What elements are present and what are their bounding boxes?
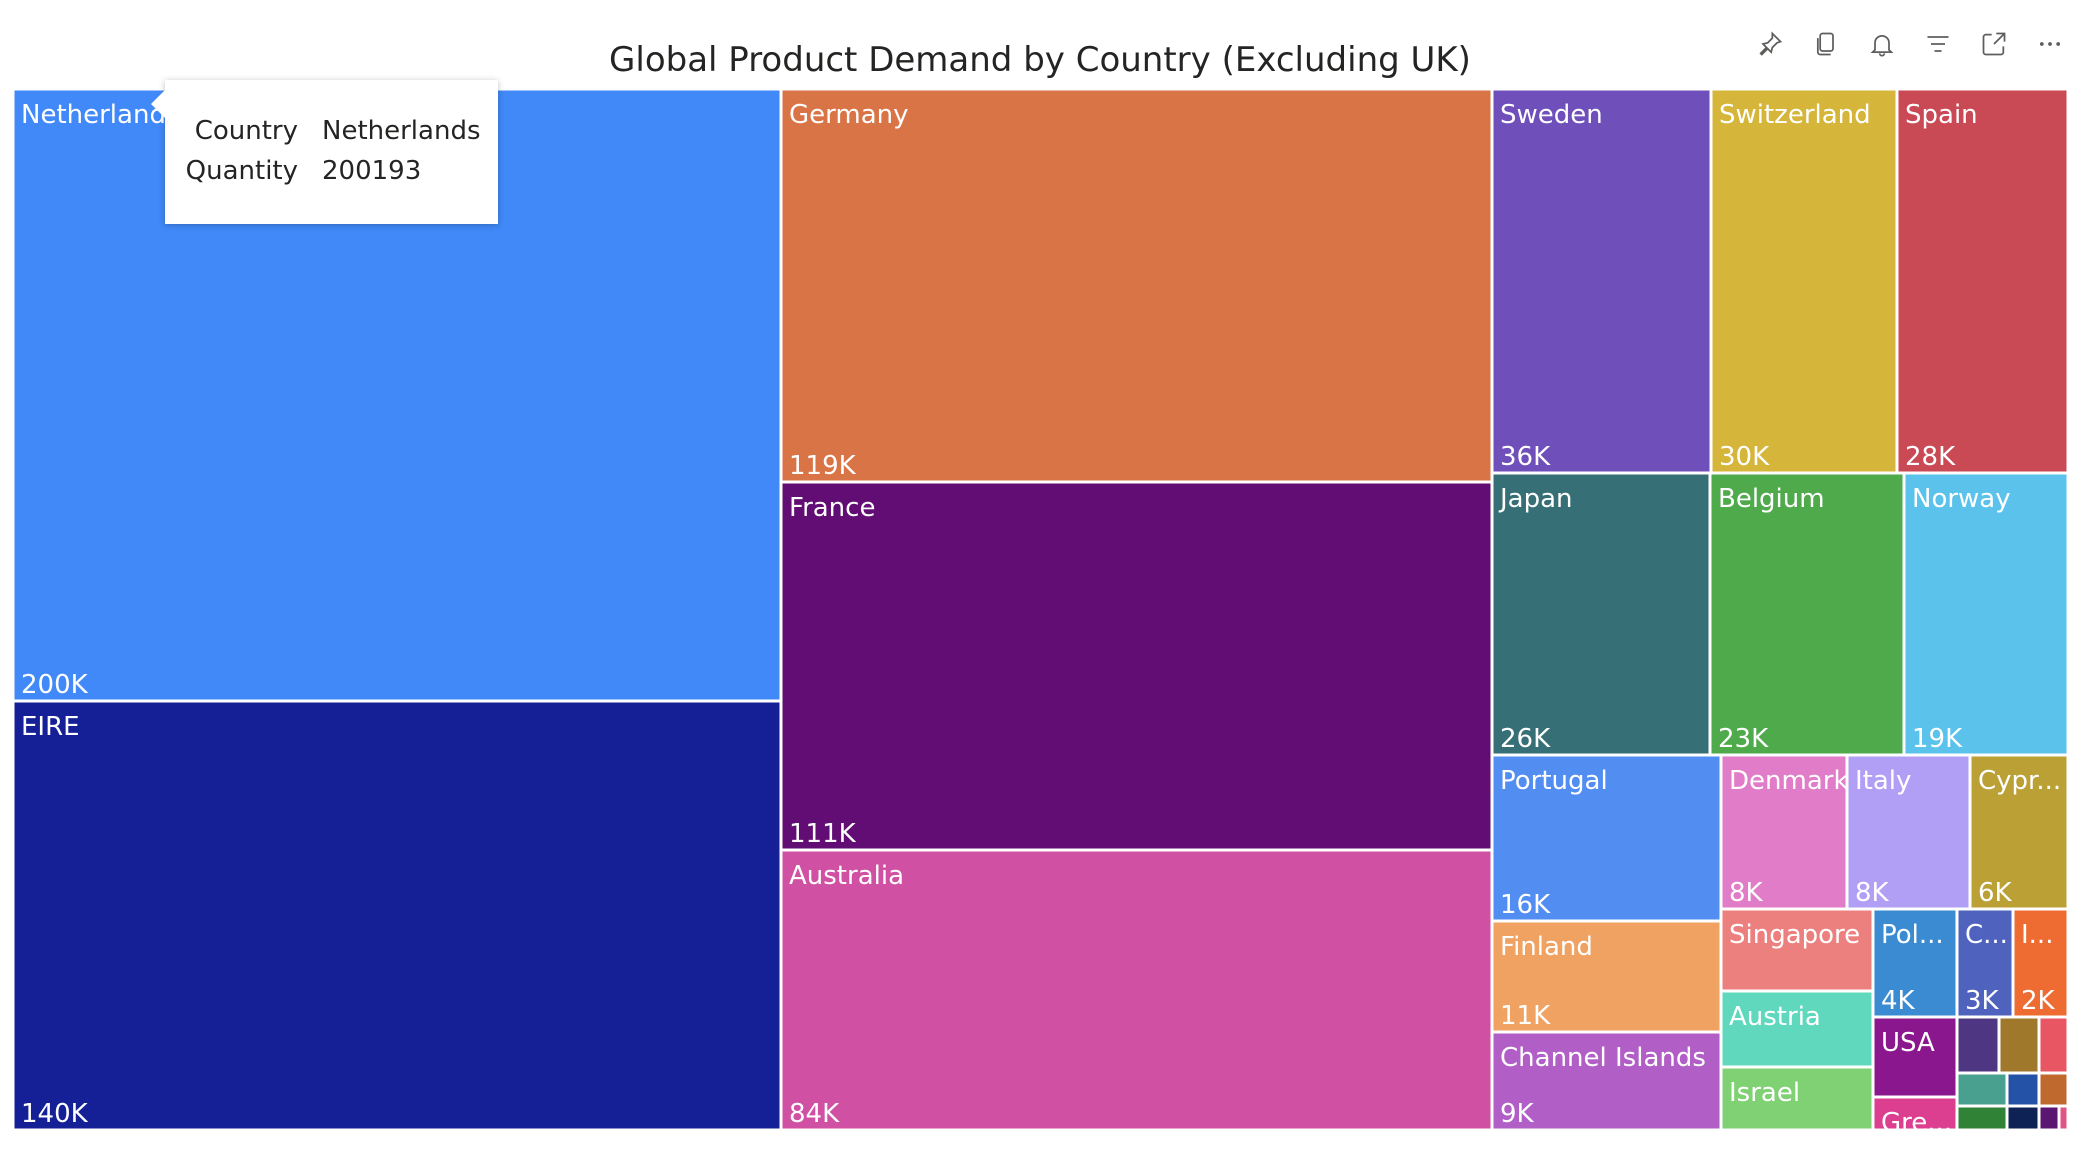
treemap-label-australia: Australia bbox=[789, 861, 904, 891]
tooltip-country-key: Country bbox=[194, 116, 298, 146]
treemap-label-japan: Japan bbox=[1498, 484, 1573, 514]
treemap-label-channel-islands: Channel Islands bbox=[1500, 1043, 1706, 1073]
focus-mode-icon[interactable] bbox=[1976, 26, 2012, 62]
tooltip-row-country: Country Netherlands bbox=[165, 116, 498, 156]
treemap-value-spain: 28K bbox=[1905, 442, 1956, 472]
bell-icon[interactable] bbox=[1864, 26, 1900, 62]
visual-header-toolbar bbox=[1752, 26, 2068, 62]
tooltip-quantity-key: Quantity bbox=[185, 156, 298, 186]
treemap-cell-small-1[interactable] bbox=[1955, 1015, 2001, 1075]
treemap-label-sweden: Sweden bbox=[1500, 100, 1603, 130]
more-options-icon[interactable] bbox=[2032, 26, 2068, 62]
treemap-value-poland: 4K bbox=[1881, 986, 1916, 1016]
tooltip-arrow bbox=[151, 90, 165, 118]
treemap-cell-sweden[interactable] bbox=[1490, 87, 1713, 475]
treemap-value-cyprus: 6K bbox=[1978, 878, 2013, 908]
treemap-label-italy: Italy bbox=[1855, 766, 1911, 796]
treemap-value-norway: 19K bbox=[1912, 724, 1963, 754]
treemap-cell-australia[interactable] bbox=[779, 848, 1494, 1132]
treemap-cell-norway[interactable] bbox=[1902, 471, 2070, 757]
treemap-cell-i[interactable] bbox=[2011, 907, 2070, 1019]
treemap-value-australia: 84K bbox=[789, 1099, 840, 1129]
treemap-label-switzerland: Switzerland bbox=[1719, 100, 1871, 130]
treemap-label-israel: Israel bbox=[1729, 1078, 1800, 1108]
treemap-value-channel-islands: 9K bbox=[1500, 1099, 1535, 1129]
treemap-label-usa: USA bbox=[1881, 1028, 1935, 1058]
treemap-label-austria: Austria bbox=[1729, 1002, 1821, 1032]
filter-icon[interactable] bbox=[1920, 26, 1956, 62]
treemap-cell-c[interactable] bbox=[1955, 907, 2015, 1019]
treemap-value-netherlands: 200K bbox=[21, 670, 89, 700]
copy-icon[interactable] bbox=[1808, 26, 1844, 62]
treemap-value-italy: 8K bbox=[1855, 878, 1890, 908]
treemap-cell-small-2[interactable] bbox=[1997, 1015, 2041, 1075]
treemap-value-germany: 119K bbox=[789, 451, 857, 481]
treemap-cell-small-7[interactable] bbox=[1955, 1104, 2009, 1132]
treemap-cell-channel-islands[interactable] bbox=[1490, 1030, 1723, 1132]
treemap-cell-small-10[interactable] bbox=[2057, 1104, 2070, 1132]
treemap-value-i: 2K bbox=[2021, 986, 2056, 1016]
treemap-value-portugal: 16K bbox=[1500, 890, 1551, 920]
treemap-label-finland: Finland bbox=[1500, 932, 1593, 962]
treemap-cell-small-4[interactable] bbox=[1955, 1071, 2009, 1108]
treemap-label-i: I... bbox=[2021, 920, 2053, 950]
treemap-cell-spain[interactable] bbox=[1895, 87, 2070, 475]
treemap-value-japan: 26K bbox=[1500, 724, 1551, 754]
treemap-label-denmark: Denmark bbox=[1729, 766, 1849, 796]
treemap-cell-japan[interactable] bbox=[1490, 471, 1712, 757]
treemap-value-france: 111K bbox=[789, 819, 857, 849]
treemap-cell-singapore[interactable] bbox=[1719, 907, 1875, 993]
treemap-value-denmark: 8K bbox=[1729, 878, 1764, 908]
treemap-label-spain: Spain bbox=[1905, 100, 1978, 130]
treemap-cell-portugal[interactable] bbox=[1490, 753, 1723, 923]
treemap-cell-greece[interactable] bbox=[1871, 1095, 1959, 1132]
treemap-label-cyprus: Cypr... bbox=[1978, 766, 2061, 796]
treemap-value-switzerland: 30K bbox=[1719, 442, 1770, 472]
tooltip-quantity-value: 200193 bbox=[322, 156, 422, 186]
treemap-label-singapore: Singapore bbox=[1729, 920, 1860, 950]
treemap-cell-small-9[interactable] bbox=[2037, 1104, 2061, 1132]
tooltip-row-quantity: Quantity 200193 bbox=[165, 156, 498, 196]
treemap-value-eire: 140K bbox=[21, 1099, 89, 1129]
treemap-label-c: C... bbox=[1965, 920, 2008, 950]
treemap-cell-germany[interactable] bbox=[779, 87, 1494, 484]
treemap-cell-finland[interactable] bbox=[1490, 919, 1723, 1034]
chart-title: Global Product Demand by Country (Exclud… bbox=[609, 40, 1471, 80]
treemap-cell-belgium[interactable] bbox=[1708, 471, 1906, 757]
treemap-cell-switzerland[interactable] bbox=[1709, 87, 1899, 475]
treemap-cell-small-6[interactable] bbox=[2037, 1071, 2070, 1108]
treemap-cell-small-3[interactable] bbox=[2037, 1015, 2070, 1075]
treemap-label-eire: EIRE bbox=[21, 712, 80, 742]
treemap-cell-cyprus[interactable] bbox=[1968, 753, 2070, 911]
treemap-cell-small-8[interactable] bbox=[2005, 1104, 2041, 1132]
treemap-cell-small-5[interactable] bbox=[2005, 1071, 2041, 1108]
treemap-value-belgium: 23K bbox=[1718, 724, 1769, 754]
treemap-label-france: France bbox=[789, 493, 875, 523]
treemap-cell-eire[interactable] bbox=[11, 699, 783, 1132]
tooltip-country-value: Netherlands bbox=[322, 116, 481, 146]
treemap-label-greece: Gre... bbox=[1881, 1108, 1952, 1138]
treemap-label-norway: Norway bbox=[1912, 484, 2011, 514]
treemap-value-sweden: 36K bbox=[1500, 442, 1551, 472]
treemap-value-c: 3K bbox=[1965, 986, 2000, 1016]
tooltip: Country Netherlands Quantity 200193 bbox=[151, 80, 498, 224]
treemap-value-finland: 11K bbox=[1500, 1001, 1551, 1031]
pin-icon[interactable] bbox=[1752, 26, 1788, 62]
treemap-label-poland: Pol... bbox=[1881, 920, 1944, 950]
treemap-cell-france[interactable] bbox=[779, 480, 1494, 852]
treemap-label-germany: Germany bbox=[789, 100, 909, 130]
treemap-label-portugal: Portugal bbox=[1500, 766, 1608, 796]
treemap-label-belgium: Belgium bbox=[1718, 484, 1825, 514]
